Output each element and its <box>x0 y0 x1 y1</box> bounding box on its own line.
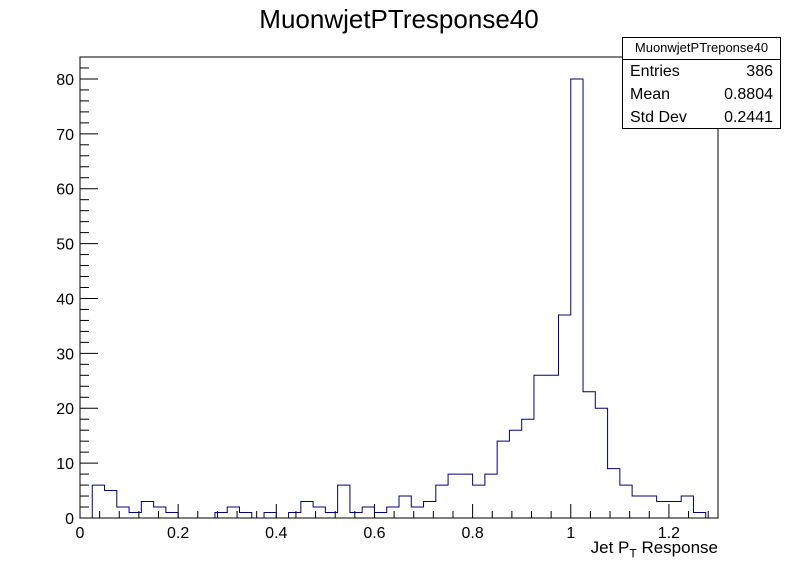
x-axis-label-rest: Response <box>636 538 718 557</box>
x-tick-label: 0.2 <box>167 525 189 542</box>
y-tick-label: 30 <box>56 346 74 363</box>
y-tick-label: 40 <box>56 291 74 308</box>
mean-label: Mean <box>630 86 671 103</box>
y-tick-label: 70 <box>56 127 74 144</box>
y-tick-label: 10 <box>56 456 74 473</box>
histogram-line <box>80 78 718 519</box>
axis-ticks <box>79 56 709 519</box>
entries-value: 386 <box>746 63 773 80</box>
stddev-label: Std Dev <box>630 109 687 126</box>
stats-title: MuonwjetPTreponse40 <box>623 38 780 60</box>
axis-tick-labels: 0 0.2 0.4 0.6 0.8 1 1.2 0 10 20 30 40 50 60 70 80 <box>56 72 680 542</box>
y-tick-label: 60 <box>56 182 74 199</box>
y-tick-label: 0 <box>65 511 74 528</box>
stats-box: MuonwjetPTreponse40 Entries 386 Mean 0.8… <box>622 37 781 129</box>
stats-row-entries: Entries 386 <box>623 60 780 83</box>
x-tick-label: 1 <box>566 525 575 542</box>
mean-value: 0.8804 <box>724 86 773 103</box>
plot-frame <box>79 56 719 519</box>
x-axis-label-subscript: T <box>629 546 637 561</box>
x-tick-label: 0.8 <box>461 525 483 542</box>
entries-label: Entries <box>630 63 680 80</box>
x-tick-label: 0.6 <box>363 525 385 542</box>
stddev-value: 0.2441 <box>724 109 773 126</box>
x-tick-label: 1.2 <box>658 525 680 542</box>
x-axis-label-main: Jet P <box>590 538 630 557</box>
chart-title: MuonwjetPTresponse40 <box>259 4 539 34</box>
y-tick-label: 50 <box>56 237 74 254</box>
y-tick-label: 20 <box>56 401 74 418</box>
stats-row-mean: Mean 0.8804 <box>623 83 780 106</box>
x-axis-label: Jet PT Response <box>591 538 718 560</box>
stats-row-stddev: Std Dev 0.2441 <box>623 106 780 129</box>
y-tick-label: 80 <box>56 72 74 89</box>
x-tick-label: 0 <box>76 525 85 542</box>
x-tick-label: 0.4 <box>265 525 287 542</box>
